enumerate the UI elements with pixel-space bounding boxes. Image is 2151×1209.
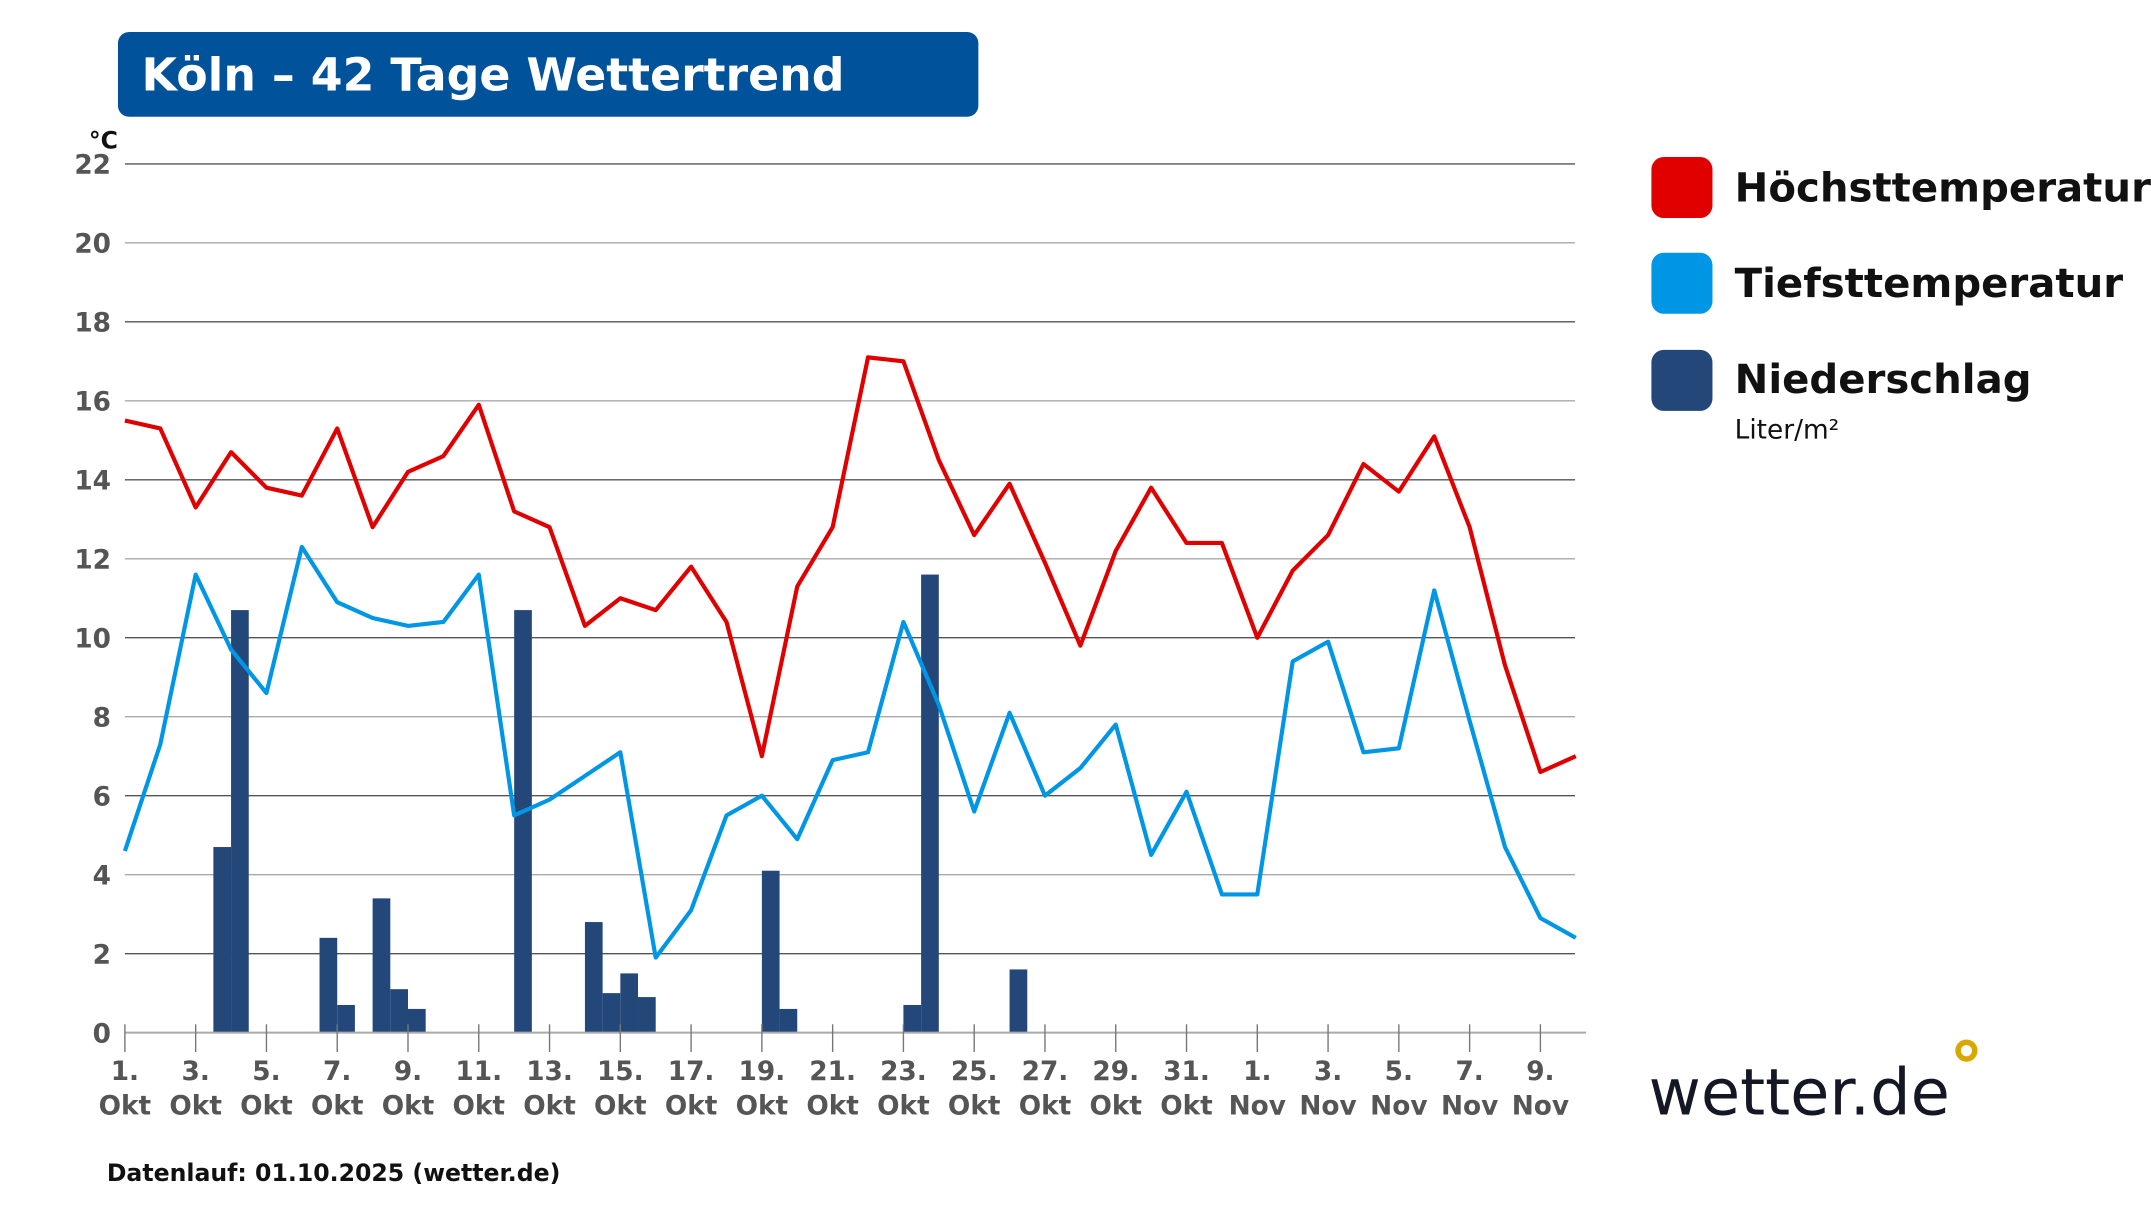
precip-bar bbox=[584, 922, 603, 1033]
y-tick-label: 20 bbox=[74, 230, 111, 260]
x-tick-label-month: Okt bbox=[1089, 1091, 1142, 1121]
x-tick-label-day: 11. bbox=[455, 1057, 502, 1087]
precip-bar bbox=[407, 1008, 426, 1033]
x-tick-label-day: 21. bbox=[809, 1057, 856, 1087]
x-tick-label-month: Okt bbox=[594, 1091, 647, 1121]
x-tick-label-month: Okt bbox=[240, 1091, 293, 1121]
legend-swatch-precip bbox=[1651, 349, 1713, 411]
logo-text: wetter.de bbox=[1649, 1056, 1950, 1130]
x-tick-label-day: 9. bbox=[394, 1057, 422, 1087]
x-tick-label-day: 5. bbox=[1385, 1057, 1413, 1087]
precip-bar bbox=[761, 870, 780, 1033]
legend-label-precip: Niederschlag bbox=[1735, 357, 2032, 403]
x-tick-label-month: Okt bbox=[948, 1091, 1001, 1121]
legend: Höchsttemperatur Tiefsttemperatur Nieder… bbox=[1651, 156, 2151, 446]
x-tick-label-day: 23. bbox=[880, 1057, 927, 1087]
x-tick-label-month: Okt bbox=[169, 1091, 222, 1121]
x-tick-label-day: 29. bbox=[1092, 1057, 1139, 1087]
y-tick-label: 10 bbox=[74, 624, 111, 654]
x-tick-label-month: Okt bbox=[806, 1091, 859, 1121]
precip-bars bbox=[213, 574, 1028, 1033]
legend-swatch-low bbox=[1651, 252, 1713, 314]
x-tick-label-day: 25. bbox=[951, 1057, 998, 1087]
x-tick-label-month: Okt bbox=[1160, 1091, 1213, 1121]
x-axis: 1. Okt 3. Okt 5. Okt 7. Okt 9. Okt 11. Okt 13. Okt 15.… bbox=[99, 1024, 1587, 1121]
legend-precip-unit: Liter/m² bbox=[1735, 416, 1840, 446]
y-tick-label: 2 bbox=[93, 940, 111, 970]
x-tick-label-day: 5. bbox=[252, 1057, 280, 1087]
precip-bar bbox=[602, 993, 621, 1033]
y-tick-label: 14 bbox=[74, 467, 111, 497]
x-tick-label-day: 7. bbox=[323, 1057, 351, 1087]
x-tick-label-day: 13. bbox=[526, 1057, 573, 1087]
precip-bar bbox=[372, 898, 391, 1033]
precip-bar bbox=[1009, 969, 1028, 1033]
x-tick-label-day: 19. bbox=[739, 1057, 786, 1087]
x-tick-label-month: Okt bbox=[99, 1091, 152, 1121]
series-line-low-temp bbox=[122, 544, 1577, 960]
precip-bar bbox=[638, 997, 656, 1033]
x-tick-label-month: Nov bbox=[1441, 1091, 1498, 1121]
x-tick-label-month: Nov bbox=[1370, 1091, 1427, 1121]
y-tick-label: 12 bbox=[74, 545, 111, 575]
data-run-footer: Datenlauf: 01.10.2025 (wetter.de) bbox=[107, 1159, 561, 1187]
x-tick-label-day: 27. bbox=[1022, 1057, 1069, 1087]
x-tick-label-day: 7. bbox=[1455, 1057, 1483, 1087]
x-tick-label-month: Nov bbox=[1512, 1091, 1569, 1121]
grid: 0 2 4 6 8 10 12 14 16 18 20 22 bbox=[74, 151, 1576, 1049]
precip-bar bbox=[779, 1008, 798, 1033]
precip-bar bbox=[213, 847, 232, 1033]
legend-label-high: Höchsttemperatur bbox=[1735, 165, 2151, 211]
precip-bar bbox=[514, 610, 532, 1033]
x-tick-label-day: 1. bbox=[1243, 1057, 1271, 1087]
x-tick-label-month: Nov bbox=[1299, 1091, 1356, 1121]
chart-title: Köln – 42 Tage Wettertrend bbox=[142, 47, 845, 101]
x-tick-label-day: 3. bbox=[1314, 1057, 1342, 1087]
legend-swatch-high bbox=[1651, 156, 1713, 219]
precip-bar bbox=[921, 574, 939, 1033]
y-unit-label: °C bbox=[89, 127, 118, 155]
y-tick-label: 0 bbox=[93, 1019, 111, 1049]
x-tick-label-month: Okt bbox=[382, 1091, 435, 1121]
x-tick-label-month: Okt bbox=[523, 1091, 576, 1121]
x-tick-label-day: 3. bbox=[181, 1057, 209, 1087]
y-tick-label: 22 bbox=[74, 151, 111, 181]
x-tick-label-day: 15. bbox=[597, 1057, 644, 1087]
y-tick-label: 6 bbox=[93, 782, 111, 812]
x-tick-label-month: Okt bbox=[311, 1091, 364, 1121]
precip-bar bbox=[903, 1004, 922, 1033]
series-line-high-temp bbox=[124, 355, 1577, 775]
legend-label-low: Tiefsttemperatur bbox=[1735, 261, 2124, 307]
x-tick-label-month: Okt bbox=[452, 1091, 505, 1121]
y-tick-label: 8 bbox=[93, 703, 111, 733]
precip-bar bbox=[319, 937, 338, 1033]
precip-bar bbox=[231, 610, 249, 1033]
x-tick-label-month: Nov bbox=[1229, 1091, 1286, 1121]
x-tick-label-day: 17. bbox=[668, 1057, 715, 1087]
x-tick-label-month: Okt bbox=[877, 1091, 930, 1121]
y-tick-label: 16 bbox=[74, 388, 111, 418]
wetter-de-logo: wetter.de bbox=[1649, 1039, 1978, 1130]
x-tick-label-day: 1. bbox=[111, 1057, 139, 1087]
x-tick-label-day: 9. bbox=[1526, 1057, 1554, 1087]
precip-bar bbox=[620, 973, 639, 1033]
x-tick-label-month: Okt bbox=[665, 1091, 718, 1121]
x-tick-label-day: 31. bbox=[1163, 1057, 1210, 1087]
title-banner bbox=[117, 32, 979, 117]
precip-bar bbox=[390, 989, 408, 1033]
precip-bar bbox=[337, 1004, 355, 1033]
x-tick-label-month: Okt bbox=[1019, 1091, 1072, 1121]
logo-dot-icon bbox=[1955, 1039, 1978, 1062]
y-tick-label: 4 bbox=[93, 861, 111, 891]
x-tick-label-month: Okt bbox=[736, 1091, 789, 1121]
y-tick-label: 18 bbox=[74, 309, 111, 339]
